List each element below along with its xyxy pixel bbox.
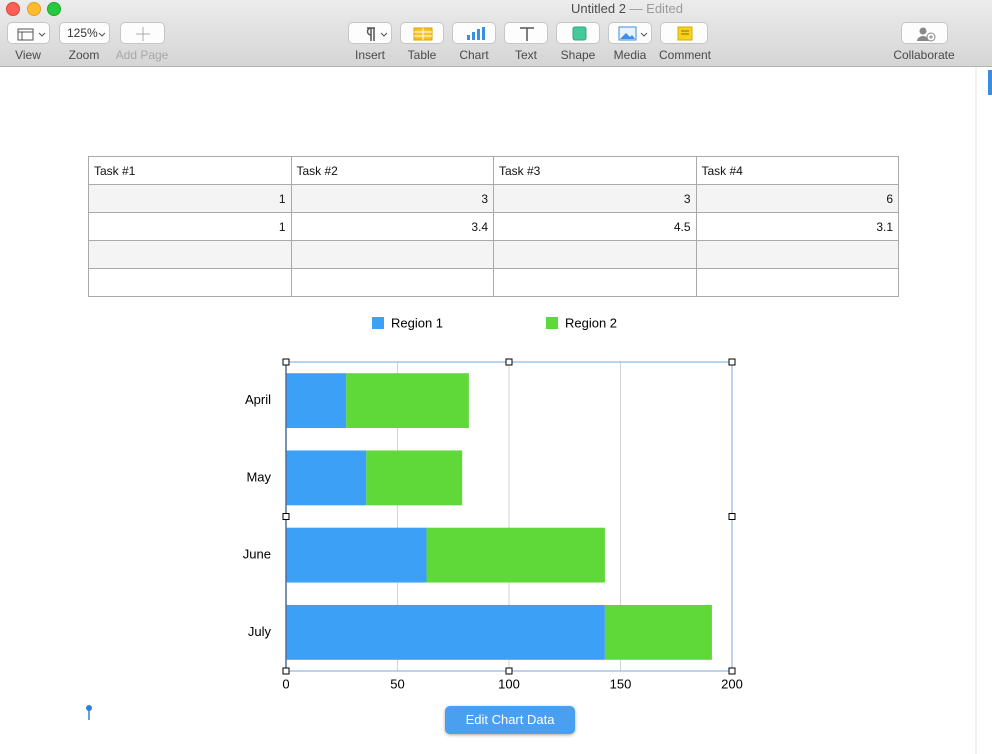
toolbar-label: View — [15, 48, 41, 62]
insertion-pin-head — [86, 705, 92, 711]
zoom-value: 125% — [67, 26, 98, 40]
table-row: 1 3.4 4.5 3.1 — [88, 212, 899, 241]
empty-cell — [695, 240, 899, 269]
scroll-thumb[interactable] — [988, 70, 992, 95]
x-tick-label: 50 — [390, 676, 404, 691]
toolbar-label: Zoom — [68, 48, 100, 62]
selection-handle[interactable] — [728, 667, 736, 675]
table-cell: 3.1 — [695, 212, 899, 241]
toolbar: Untitled 2 — Edited 125% View Zoom Add P… — [0, 0, 992, 67]
x-tick-label: 0 — [282, 676, 289, 691]
toolbar-label: Table — [407, 48, 437, 62]
selection-handle[interactable] — [728, 513, 736, 520]
table-row: Task #1 Task #2 Task #3 Task #4 — [88, 156, 899, 185]
toolbar-label: Comment — [658, 48, 712, 62]
y-tick-label: June — [243, 547, 271, 562]
toolbar-label: Shape — [560, 48, 596, 62]
selection-handle[interactable] — [505, 667, 513, 675]
media-button[interactable] — [608, 22, 652, 44]
collaborate-button[interactable] — [901, 22, 948, 44]
chart-button[interactable] — [452, 22, 496, 44]
zoom-button[interactable]: 125% — [59, 22, 110, 44]
empty-cell — [493, 268, 697, 297]
header-cell: Task #2 — [290, 156, 494, 185]
edit-chart-data-button[interactable]: Edit Chart Data — [445, 706, 575, 734]
bar-segment — [286, 527, 427, 583]
table-cell: 1 — [88, 184, 292, 213]
table-cell: 3 — [493, 184, 697, 213]
bar-segment — [604, 604, 712, 660]
selection-handle[interactable] — [282, 667, 290, 675]
toolbar-label: Text — [514, 48, 538, 62]
data-table: Task #1 Task #2 Task #3 Task #4 1 3 3 6 1 3.4 4.5 3… — [88, 156, 899, 297]
empty-row — [88, 240, 899, 269]
x-tick-label: 150 — [610, 676, 632, 691]
selection-handle[interactable] — [505, 358, 513, 366]
insert-button[interactable] — [348, 22, 392, 44]
view-button[interactable] — [7, 22, 50, 44]
bar-segment — [346, 373, 469, 429]
table-cell: 1 — [88, 212, 292, 241]
x-tick-label: 100 — [498, 676, 520, 691]
empty-cell — [290, 240, 494, 269]
toolbar-label: Chart — [459, 48, 489, 62]
legend-label: Region 2 — [565, 315, 617, 330]
selection-handle[interactable] — [282, 513, 290, 520]
legend-swatch — [372, 317, 384, 329]
add-page-button[interactable] — [120, 22, 165, 44]
bar-segment — [286, 450, 367, 506]
comment-button[interactable] — [660, 22, 708, 44]
empty-cell — [290, 268, 494, 297]
empty-cell — [88, 268, 292, 297]
zoom-window-button[interactable] — [47, 2, 61, 16]
toolbar-label: Add Page — [115, 48, 169, 62]
header-cell: Task #3 — [493, 156, 697, 185]
window-title: Untitled 2 — Edited — [571, 1, 683, 16]
toolbar-label: Insert — [354, 48, 386, 62]
bar-segment — [286, 373, 347, 429]
toolbar-label: Collaborate — [893, 48, 955, 62]
y-tick-label: July — [248, 624, 272, 639]
empty-cell — [493, 240, 697, 269]
legend-label: Region 1 — [391, 315, 443, 330]
close-button[interactable] — [6, 2, 20, 16]
table-cell: 6 — [695, 184, 899, 213]
table-cell: 3 — [290, 184, 494, 213]
header-cell: Task #4 — [695, 156, 899, 185]
header-cell: Task #1 — [88, 156, 292, 185]
empty-cell — [88, 240, 292, 269]
legend-swatch — [546, 317, 558, 329]
table-cell: 3.4 — [290, 212, 494, 241]
y-tick-label: May — [246, 469, 271, 484]
x-tick-label: 200 — [721, 676, 743, 691]
shape-button[interactable] — [556, 22, 600, 44]
document-status: — Edited — [629, 1, 684, 16]
bar-segment — [426, 527, 605, 583]
text-button[interactable] — [504, 22, 548, 44]
table-button[interactable] — [400, 22, 444, 44]
bar-segment — [286, 604, 605, 660]
empty-row — [88, 268, 899, 297]
selection-handle[interactable] — [728, 358, 736, 366]
toolbar-label: Media — [613, 48, 647, 62]
selection-handle[interactable] — [282, 358, 290, 366]
empty-cell — [695, 268, 899, 297]
minimize-button[interactable] — [27, 2, 41, 16]
y-tick-label: April — [245, 392, 271, 407]
bar-segment — [366, 450, 463, 506]
document-name: Untitled 2 — [571, 1, 626, 16]
table-cell: 4.5 — [493, 212, 697, 241]
